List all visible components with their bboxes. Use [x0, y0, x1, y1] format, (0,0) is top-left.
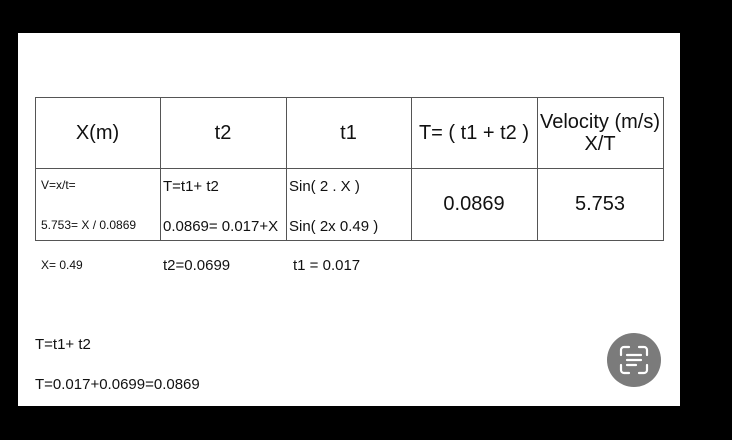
table-rule [411, 97, 412, 240]
header-cell: t1 [340, 121, 357, 144]
header-cell: T= ( t1 + t2 ) [418, 121, 530, 144]
note: t1 = 0.017 [293, 257, 361, 274]
table-rule [663, 97, 664, 240]
formula: T=0.017+0.0699=0.0869 [35, 376, 200, 393]
table-rule [35, 97, 36, 240]
table-rule [537, 97, 538, 240]
live-text-button[interactable] [607, 333, 661, 387]
table-cell: Sin( 2x 0.49 ) [289, 218, 379, 235]
header-cell: X(m) [75, 121, 120, 144]
table-cell: 5.753 [574, 193, 626, 215]
document-page [18, 33, 680, 406]
table-cell: 0.0869= 0.017+X [163, 218, 279, 235]
table-cell: V=x/t= [41, 178, 76, 192]
formula: T=t1+ t2 [35, 336, 91, 353]
table-cell: Sin( 2 . X ) [289, 178, 360, 195]
note: t2=0.0699 [163, 257, 231, 274]
note: X= 0.49 [41, 258, 83, 272]
live-text-icon [619, 345, 649, 375]
table-rule [35, 97, 664, 98]
table-cell: 5.753= X / 0.0869 [41, 218, 137, 232]
table-cell: 0.0869 [443, 193, 505, 215]
table-rule [35, 168, 664, 169]
header-cell: Velocity (m/s) [539, 110, 661, 133]
header-cell: t2 [214, 121, 232, 144]
table-cell: T=t1+ t2 [163, 178, 219, 195]
table-rule [160, 97, 161, 240]
table-rule [286, 97, 287, 240]
table-rule [35, 240, 664, 241]
header-cell: X/T [584, 132, 616, 155]
